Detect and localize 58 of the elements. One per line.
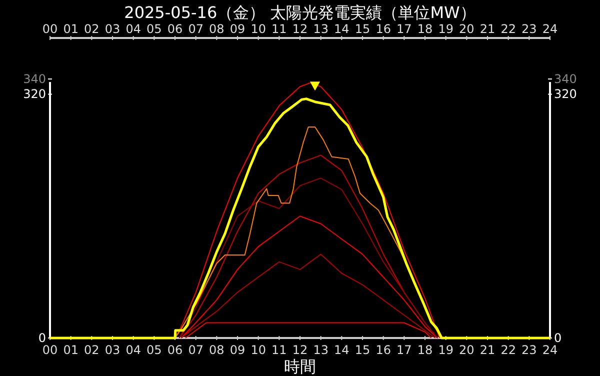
x-tick-label: 02 bbox=[84, 343, 100, 357]
x2-tick-label: 22 bbox=[500, 22, 516, 36]
x-tick-label: 22 bbox=[500, 343, 516, 357]
x2-tick-label: 13 bbox=[313, 22, 328, 36]
x2-tick-label: 18 bbox=[417, 22, 433, 36]
x2-tick-label: 10 bbox=[250, 22, 266, 36]
x2-tick-label: 14 bbox=[334, 22, 350, 36]
x-tick-label: 19 bbox=[438, 343, 454, 357]
x2-tick-label: 00 bbox=[42, 22, 58, 36]
x-tick-label: 09 bbox=[230, 343, 246, 357]
x2-tick-label: 05 bbox=[146, 22, 162, 36]
y2-tick-label: 320 bbox=[554, 87, 577, 102]
x2-tick-label: 21 bbox=[480, 22, 496, 36]
x2-tick-label: 09 bbox=[230, 22, 246, 36]
x-tick-label: 13 bbox=[313, 343, 328, 357]
x-tick-label: 03 bbox=[104, 343, 120, 357]
x-tick-label: 18 bbox=[417, 343, 433, 357]
x2-tick-label: 16 bbox=[376, 22, 391, 36]
x-axis-title: 時間 bbox=[284, 357, 316, 376]
y-tick-label: 0 bbox=[38, 331, 46, 345]
y2-tick-label: 0 bbox=[554, 331, 562, 345]
x-tick-label: 00 bbox=[42, 343, 58, 357]
x-tick-label: 12 bbox=[292, 343, 308, 357]
x2-tick-label: 12 bbox=[292, 22, 308, 36]
x2-tick-label: 24 bbox=[542, 22, 558, 36]
x2-tick-label: 01 bbox=[63, 22, 78, 36]
x2-tick-label: 06 bbox=[167, 22, 183, 36]
x-tick-label: 11 bbox=[272, 343, 287, 357]
x-tick-label: 21 bbox=[480, 343, 496, 357]
x-tick-label: 06 bbox=[167, 343, 183, 357]
x-tick-label: 10 bbox=[250, 343, 266, 357]
x-tick-label: 05 bbox=[146, 343, 162, 357]
x2-tick-label: 11 bbox=[272, 22, 287, 36]
chart-title: 2025-05-16（金） 太陽光発電実績（単位MW） bbox=[124, 3, 476, 22]
x2-tick-label: 04 bbox=[126, 22, 141, 36]
x-tick-label: 15 bbox=[354, 343, 370, 357]
x-tick-label: 16 bbox=[376, 343, 391, 357]
x2-tick-label: 23 bbox=[522, 22, 537, 36]
y-tick-label: 340 bbox=[23, 72, 46, 86]
x2-tick-label: 08 bbox=[209, 22, 224, 36]
y2-tick-label: 340 bbox=[554, 72, 577, 86]
x2-tick-label: 15 bbox=[354, 22, 370, 36]
x2-tick-label: 19 bbox=[438, 22, 454, 36]
y-tick-label: 320 bbox=[23, 87, 46, 102]
x2-tick-label: 17 bbox=[396, 22, 412, 36]
x-tick-label: 04 bbox=[126, 343, 141, 357]
x2-tick-label: 03 bbox=[104, 22, 120, 36]
x2-tick-label: 20 bbox=[459, 22, 474, 36]
x-tick-label: 17 bbox=[396, 343, 412, 357]
x2-tick-label: 07 bbox=[188, 22, 204, 36]
x-tick-label: 14 bbox=[334, 343, 350, 357]
x2-tick-label: 02 bbox=[84, 22, 100, 36]
x-tick-label: 20 bbox=[459, 343, 474, 357]
x-tick-label: 07 bbox=[188, 343, 204, 357]
x-tick-label: 01 bbox=[63, 343, 78, 357]
x-tick-label: 23 bbox=[522, 343, 537, 357]
x-tick-label: 24 bbox=[542, 343, 558, 357]
x-tick-label: 08 bbox=[209, 343, 224, 357]
